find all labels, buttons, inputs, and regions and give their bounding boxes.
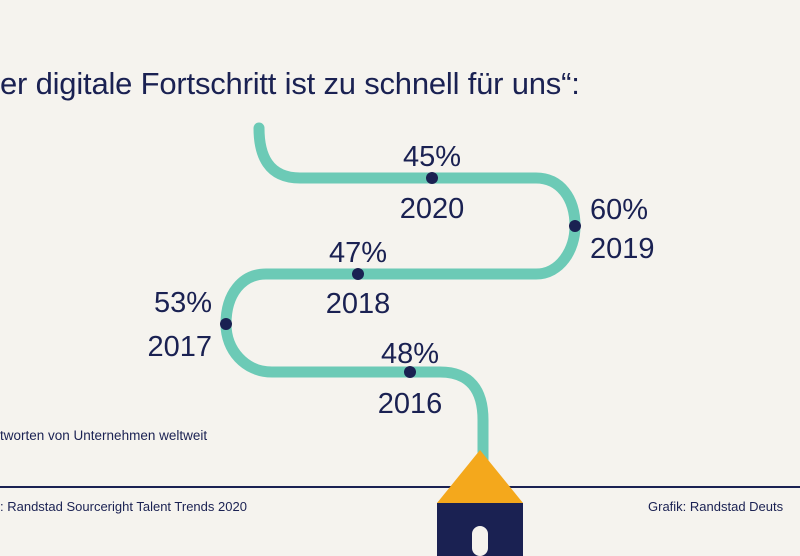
winding-road-path: [220, 122, 581, 476]
year-label-2019: 2019: [590, 233, 655, 265]
chart-note: tworten von Unternehmen weltweit: [0, 428, 208, 443]
value-label-2017: 53%: [154, 287, 212, 319]
data-point-2016: [404, 366, 416, 378]
source-text: : Randstad Sourceright Talent Trends 202…: [0, 499, 247, 514]
year-label-2020: 2020: [400, 193, 465, 225]
house-icon: [437, 450, 523, 556]
value-label-2016: 48%: [381, 338, 439, 370]
data-point-2018: [352, 268, 364, 280]
credit-text: Grafik: Randstad Deuts: [648, 499, 784, 514]
year-label-2016: 2016: [378, 388, 443, 420]
value-label-2018: 47%: [329, 237, 387, 269]
data-point-2019: [569, 220, 581, 232]
data-marks: 48% 2016 53% 2017 47% 2018 60% 2019 45% 2020: [147, 141, 654, 420]
house-door: [472, 526, 488, 556]
value-label-2020: 45%: [403, 141, 461, 173]
data-point-2020: [426, 172, 438, 184]
year-label-2017: 2017: [147, 331, 212, 363]
value-label-2019: 60%: [590, 194, 648, 226]
chart-title: er digitale Fortschritt ist zu schnell f…: [0, 66, 580, 101]
year-label-2018: 2018: [326, 288, 391, 320]
house-roof: [437, 450, 523, 503]
data-point-2017: [220, 318, 232, 330]
